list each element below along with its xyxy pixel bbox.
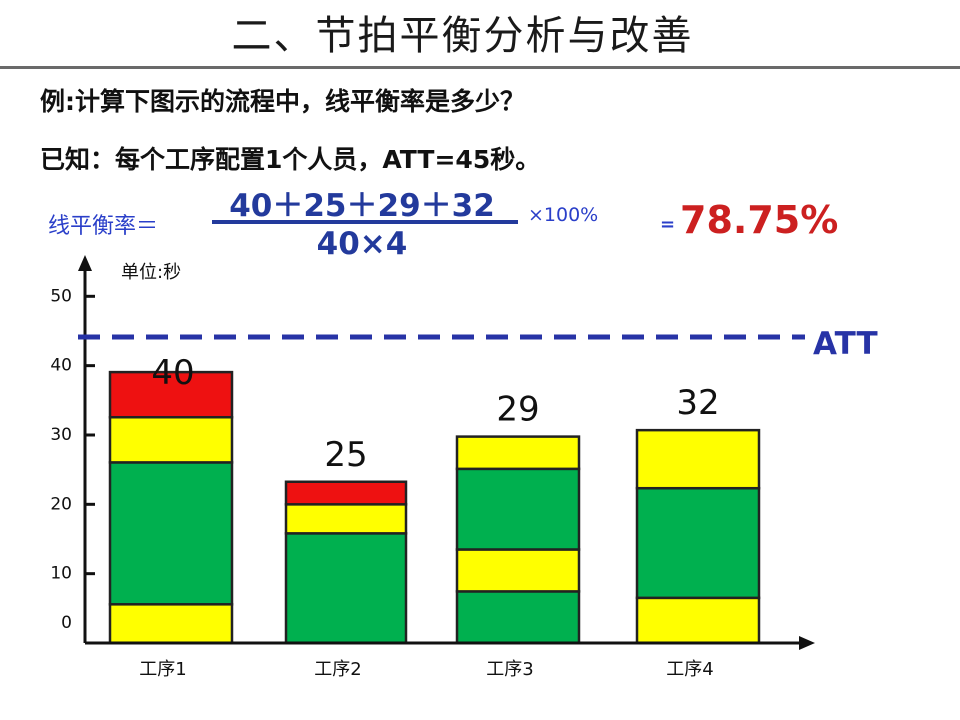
x-tick-label: 工序3 xyxy=(486,659,533,680)
unit-label: 单位:秒 xyxy=(121,262,181,283)
formula-multiplier: ×100% xyxy=(528,204,599,226)
bar-segment-3-3 xyxy=(455,467,581,551)
bar-segment-3-4 xyxy=(455,435,581,471)
bar-segment-4-3 xyxy=(635,428,761,490)
att-label: ATT xyxy=(813,326,878,362)
bar-total-label: 25 xyxy=(324,435,367,475)
formula-numerator: 40＋25＋29＋32 xyxy=(229,188,495,224)
y-axis-arrow xyxy=(78,255,92,271)
formula-result: 78.75% xyxy=(680,198,839,242)
title-divider xyxy=(0,66,960,69)
bar-segment-4-2 xyxy=(635,486,761,600)
y-tick-label: 20 xyxy=(50,494,72,514)
bar-segment-1-1 xyxy=(108,603,234,645)
x-axis-arrow xyxy=(799,636,815,650)
bar-total-label: 29 xyxy=(496,390,539,430)
bar-segment-2-1 xyxy=(284,532,408,645)
bar-segment-3-1 xyxy=(455,590,581,645)
bar-segment-2-3 xyxy=(284,480,408,506)
bar-segment-1-2 xyxy=(108,461,234,606)
y-tick-label: 10 xyxy=(50,564,72,584)
formula-denominator: 40×4 xyxy=(316,226,408,262)
bar-segment-3-2 xyxy=(455,548,581,593)
bar-total-label: 40 xyxy=(151,353,194,393)
y-tick-label: 50 xyxy=(50,286,72,306)
bar-segment-4-1 xyxy=(635,596,761,645)
formula-label: 线平衡率＝ xyxy=(48,214,159,239)
given-text: 已知：每个工序配置1个人员，ATT=45秒。 xyxy=(40,145,541,174)
fraction-line xyxy=(212,220,518,224)
bar-segment-2-2 xyxy=(284,503,408,535)
result-equals-sign: = xyxy=(660,214,676,235)
question-text: 例:计算下图示的流程中，线平衡率是多少？ xyxy=(40,87,525,116)
bar-segment-1-4 xyxy=(108,370,234,419)
y-tick-label: 40 xyxy=(50,356,72,376)
bar-segment-1-3 xyxy=(108,416,234,464)
x-tick-label: 工序2 xyxy=(314,659,361,680)
y-tick-label: 0 xyxy=(61,613,72,633)
slide-title: 二、节拍平衡分析与改善 xyxy=(231,13,694,59)
y-tick-label: 30 xyxy=(50,425,72,445)
bar-total-label: 32 xyxy=(676,383,719,423)
x-tick-label: 工序4 xyxy=(666,659,713,680)
x-tick-label: 工序1 xyxy=(139,659,186,680)
